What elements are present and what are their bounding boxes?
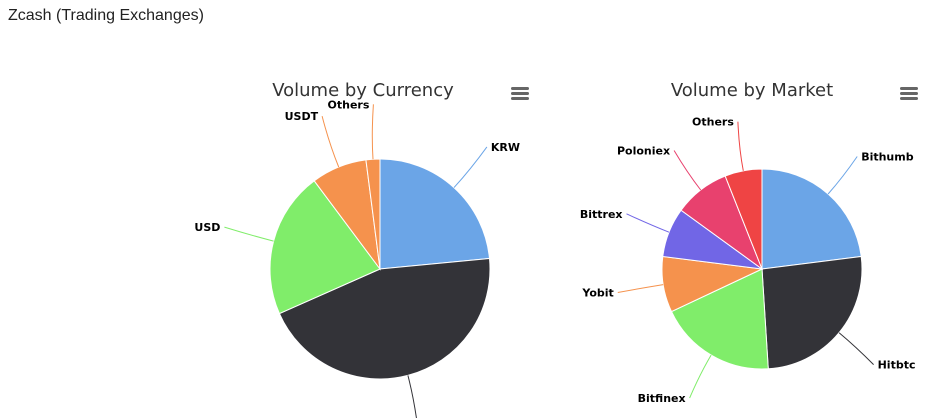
pie-slice-usd[interactable] xyxy=(269,180,381,315)
pie-label-usdt: USDT xyxy=(285,110,319,123)
pie-label-krw: KRW xyxy=(491,141,520,154)
chart-title-currency: Volume by Currency xyxy=(272,80,454,101)
pie-label-bittrex: Bittrex xyxy=(580,208,623,221)
pie-slice-bithumb[interactable] xyxy=(761,168,862,270)
pie-slice-krw[interactable] xyxy=(379,158,491,270)
pie-connector-poloniex xyxy=(673,150,702,191)
pie-label-bitfinex: Bitfinex xyxy=(638,392,686,405)
pie-connector-bithumb xyxy=(827,156,858,195)
pie-connector-bittrex xyxy=(626,213,670,233)
pie-connector-bitfinex xyxy=(689,354,712,399)
pie-label-poloniex: Poloniex xyxy=(617,145,670,158)
pie-connector-usdt xyxy=(321,115,340,168)
pie-label-others: Others xyxy=(328,98,370,111)
page-title: Zcash (Trading Exchanges) xyxy=(8,7,204,24)
pie-label-hitbtc: Hitbtc xyxy=(878,359,916,372)
chart-menu-icon-currency[interactable] xyxy=(511,87,529,100)
pie-labels-currency: KRWBTCUSDUSDTOthers xyxy=(194,98,520,418)
pie-label-usd: USD xyxy=(194,221,220,234)
pie-label-others: Others xyxy=(692,116,734,129)
pie-labels-market: Bithumb Hitbtc Bitfinex Yobit Bittrex Polonie… xyxy=(580,116,916,405)
pie-slices-currency xyxy=(269,158,491,380)
pie-connector-btc xyxy=(407,375,417,418)
chart-volume-by-currency: Volume by Currency KRWBTCUSDUSDTOthers xyxy=(194,80,529,418)
pie-slice-bitfinex[interactable] xyxy=(670,268,769,370)
pie-label-yobit: Yobit xyxy=(581,287,613,300)
pie-slice-others[interactable] xyxy=(724,168,763,270)
pie-connector-others xyxy=(371,104,374,160)
pie-slice-others[interactable] xyxy=(365,158,381,270)
chart-menu-icon-market[interactable] xyxy=(900,87,918,100)
pie-connector-usd xyxy=(224,226,274,242)
chart-title-market: Volume by Market xyxy=(671,80,833,101)
pie-connector-hitbtc xyxy=(838,332,874,365)
pie-label-bithumb: Bithumb xyxy=(861,151,914,164)
pie-slice-hitbtc[interactable] xyxy=(761,255,863,370)
chart-volume-by-market: Volume by Market Bithumb Hitbtc Bitfinex Yo… xyxy=(580,80,918,405)
pie-connector-others xyxy=(737,121,744,171)
pie-slices-market xyxy=(661,168,863,370)
pie-connector-krw xyxy=(453,146,488,188)
pie-connector-yobit xyxy=(617,284,664,293)
